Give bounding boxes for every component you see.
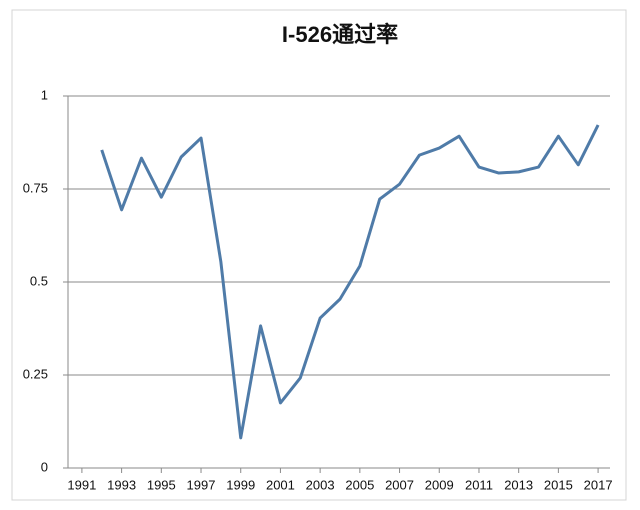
x-tick-label: 1999 [226, 477, 255, 492]
x-tick-label: 2001 [266, 477, 295, 492]
x-tick-label: 2015 [544, 477, 573, 492]
y-tick-label: 0.25 [23, 366, 48, 381]
x-tick-label: 2011 [465, 477, 493, 492]
x-tick-label: 1993 [107, 477, 136, 492]
x-tick-label: 1991 [67, 477, 96, 492]
x-tick-label: 2013 [504, 477, 533, 492]
x-tick-label: 2017 [584, 477, 613, 492]
x-tick-label: 2007 [385, 477, 414, 492]
x-tick-label: 2005 [345, 477, 374, 492]
x-tick-label: 1997 [187, 477, 216, 492]
chart-frame [11, 9, 627, 501]
x-tick-label: 2003 [306, 477, 335, 492]
chart-title: I-526通过率 [282, 22, 398, 47]
y-tick-label: 1 [41, 87, 48, 102]
line [100, 124, 600, 440]
x-tick-label: 1995 [147, 477, 176, 492]
y-tick-label: 0.75 [23, 180, 48, 195]
y-tick-label: 0.5 [30, 273, 48, 288]
y-tick-label: 0 [41, 459, 48, 474]
x-tick-label: 2009 [425, 477, 454, 492]
